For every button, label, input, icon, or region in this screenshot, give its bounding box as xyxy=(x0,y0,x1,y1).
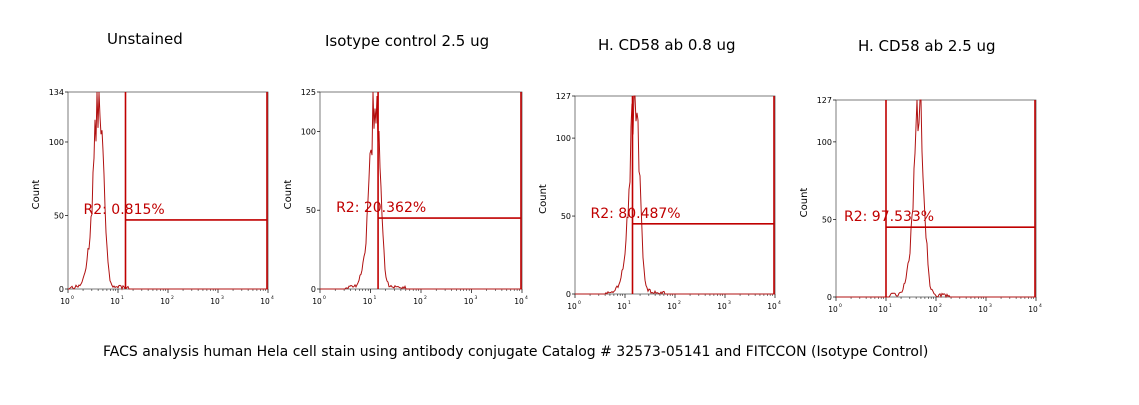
y-tick-label: 125 xyxy=(301,88,316,97)
x-tick-label: 10 xyxy=(667,302,677,311)
x-tick-label: 10 xyxy=(878,305,888,314)
x-tick-exponent: 4 xyxy=(525,295,528,301)
x-tick-exponent: 3 xyxy=(728,300,731,306)
panel-title-unstained: Unstained xyxy=(107,30,183,48)
y-tick-label: 50 xyxy=(561,212,571,221)
histogram-trace xyxy=(836,99,1036,299)
y-tick-label: 100 xyxy=(556,134,571,143)
x-tick-exponent: 3 xyxy=(221,295,224,301)
y-tick-label: 127 xyxy=(817,96,832,105)
gate-label: R2: 80.487% xyxy=(591,206,681,222)
x-tick-exponent: 4 xyxy=(1039,303,1042,309)
x-tick-exponent: 2 xyxy=(424,295,427,301)
y-tick-label: 50 xyxy=(54,211,64,220)
x-tick-label: 10 xyxy=(260,297,270,306)
x-tick-exponent: 0 xyxy=(578,300,581,306)
x-tick-label: 10 xyxy=(312,297,322,306)
y-tick-label: 0 xyxy=(827,293,832,302)
panel-title-isotype: Isotype control 2.5 ug xyxy=(325,32,490,50)
x-tick-label: 10 xyxy=(160,297,170,306)
x-tick-label: 10 xyxy=(828,305,838,314)
x-tick-exponent: 1 xyxy=(889,303,892,309)
x-tick-label: 10 xyxy=(210,297,220,306)
x-tick-label: 10 xyxy=(717,302,727,311)
y-axis-label: Count xyxy=(538,184,549,214)
gate-label: R2: 97.533% xyxy=(844,209,934,225)
x-tick-exponent: 3 xyxy=(475,295,478,301)
x-tick-label: 10 xyxy=(767,302,777,311)
y-tick-label: 100 xyxy=(49,138,64,147)
x-tick-exponent: 0 xyxy=(839,303,842,309)
x-tick-exponent: 2 xyxy=(939,303,942,309)
y-tick-label: 134 xyxy=(49,88,64,97)
panel-title-cd58-high: H. CD58 ab 2.5 ug xyxy=(858,37,996,55)
x-tick-label: 10 xyxy=(1028,305,1038,314)
x-tick-label: 10 xyxy=(928,305,938,314)
figure-caption: FACS analysis human Hela cell stain usin… xyxy=(103,344,929,360)
x-tick-exponent: 0 xyxy=(71,295,74,301)
x-tick-label: 10 xyxy=(413,297,423,306)
x-tick-exponent: 4 xyxy=(778,300,781,306)
plot-frame xyxy=(319,91,523,290)
x-tick-exponent: 2 xyxy=(678,300,681,306)
histogram-trace xyxy=(320,91,522,290)
y-tick-label: 100 xyxy=(817,138,832,147)
x-tick-label: 10 xyxy=(514,297,524,306)
x-tick-label: 10 xyxy=(617,302,627,311)
panel-title-cd58-low: H. CD58 ab 0.8 ug xyxy=(598,36,736,54)
x-tick-label: 10 xyxy=(363,297,373,306)
x-tick-exponent: 4 xyxy=(271,295,274,301)
y-axis-label: Count xyxy=(283,180,294,210)
gate-label: R2: 20.362% xyxy=(336,200,426,216)
y-tick-label: 0 xyxy=(311,285,316,294)
histogram-trace xyxy=(68,91,268,291)
x-tick-label: 10 xyxy=(567,302,577,311)
x-tick-label: 10 xyxy=(110,297,120,306)
x-tick-label: 10 xyxy=(464,297,474,306)
histogram-trace xyxy=(575,95,775,295)
x-tick-exponent: 0 xyxy=(323,295,326,301)
y-axis-label: Count xyxy=(31,180,42,210)
x-tick-label: 10 xyxy=(60,297,70,306)
plot-frame xyxy=(574,95,776,295)
y-tick-label: 100 xyxy=(301,127,316,136)
plot-frame xyxy=(835,99,1037,298)
y-tick-label: 0 xyxy=(566,290,571,299)
y-tick-label: 127 xyxy=(556,92,571,101)
x-tick-exponent: 2 xyxy=(171,295,174,301)
x-tick-exponent: 1 xyxy=(628,300,631,306)
x-tick-exponent: 1 xyxy=(374,295,377,301)
y-tick-label: 50 xyxy=(306,206,316,215)
y-tick-label: 50 xyxy=(822,215,832,224)
y-tick-label: 0 xyxy=(59,285,64,294)
gate-label: R2: 0.815% xyxy=(84,202,165,218)
x-tick-label: 10 xyxy=(978,305,988,314)
y-axis-label: Count xyxy=(799,188,810,218)
x-tick-exponent: 3 xyxy=(989,303,992,309)
x-tick-exponent: 1 xyxy=(121,295,124,301)
